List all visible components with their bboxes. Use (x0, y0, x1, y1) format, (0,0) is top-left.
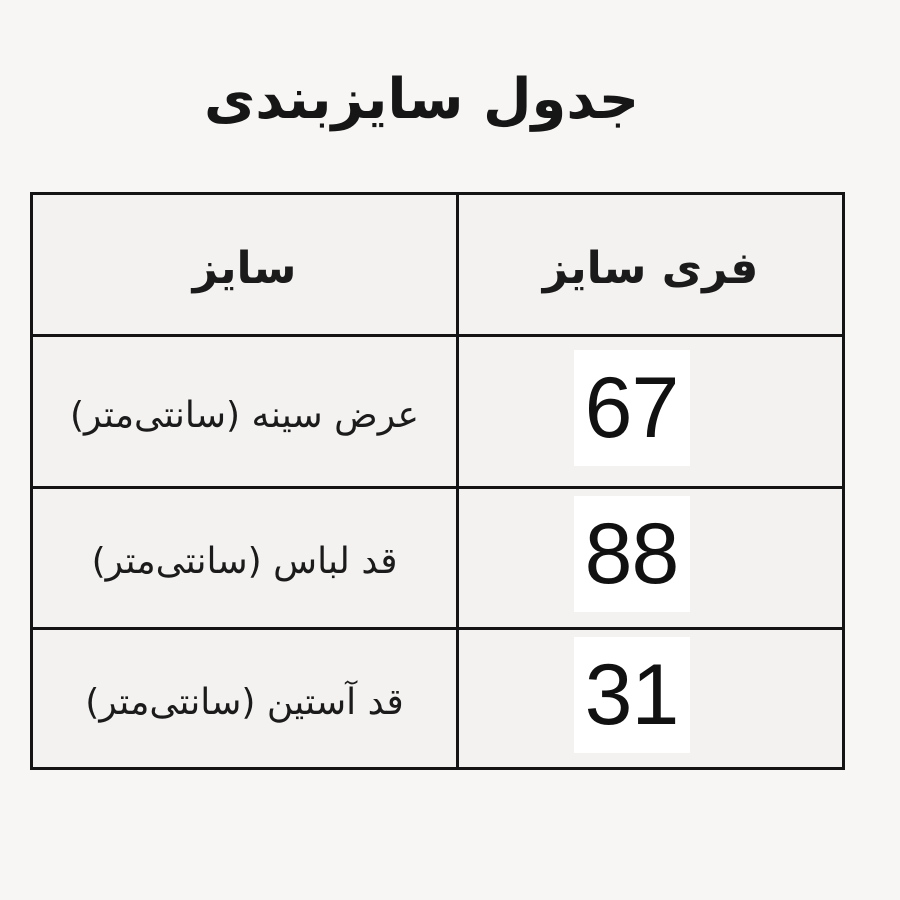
value-text: 88 (584, 506, 680, 602)
row-value-garment-length: 88 (459, 489, 842, 627)
header-cell-free-size: فری سایز (459, 195, 842, 334)
value-patch: 88 (573, 496, 690, 612)
row-label-text: عرض سینه (سانتی‌متر) (69, 394, 420, 436)
row-label-text: قد آستین (سانتی‌متر) (85, 681, 404, 723)
row-label-chest-width: عرض سینه (سانتی‌متر) (33, 337, 456, 486)
value-text: 67 (584, 359, 680, 456)
header-size-label: سایز (192, 242, 297, 294)
header-free-size-label: فری سایز (542, 242, 759, 294)
size-table: سایز فری سایز عرض سینه (سانتی‌متر) 67 قد… (30, 192, 845, 770)
value-text: 31 (584, 646, 680, 743)
row-value-sleeve-length: 31 (459, 630, 842, 767)
row-label-sleeve-length: قد آستین (سانتی‌متر) (33, 630, 456, 767)
row-value-chest-width: 67 (459, 337, 842, 486)
value-patch: 31 (573, 636, 690, 753)
row-label-garment-length: قد لباس (سانتی‌متر) (33, 489, 456, 627)
header-cell-size: سایز (33, 195, 456, 334)
row-label-text: قد لباس (سانتی‌متر) (91, 541, 398, 582)
value-patch: 67 (573, 349, 690, 466)
page-title: جدول سایزبندی (203, 67, 640, 132)
